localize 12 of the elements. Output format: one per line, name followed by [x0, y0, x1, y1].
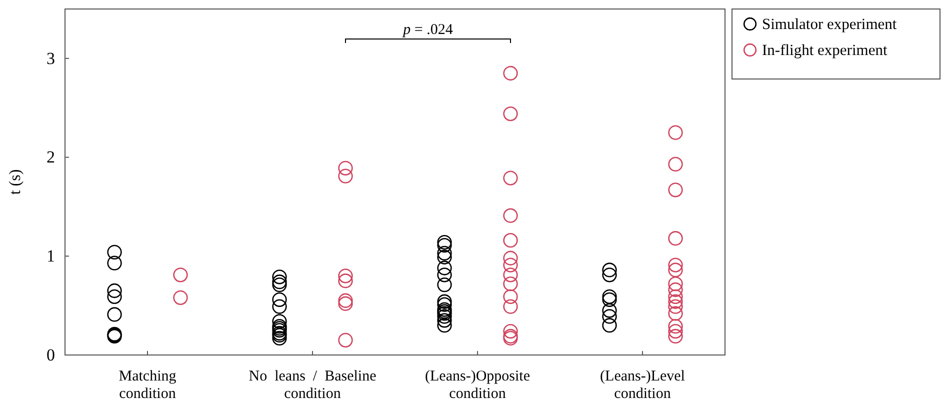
- legend-label: Simulator experiment: [762, 16, 898, 33]
- y-tick-label: 1: [46, 246, 55, 266]
- y-tick-label: 0: [46, 345, 55, 364]
- legend-label: In-flight experiment: [762, 42, 888, 59]
- annotation: p = .024: [402, 22, 454, 38]
- x-tick-label: (Leans-)Opposite condition: [425, 368, 530, 402]
- y-axis-title: t (s): [7, 169, 24, 195]
- y-tick-label: 3: [46, 48, 55, 68]
- x-tick-label: No leans / Baseline condition: [248, 368, 377, 402]
- x-tick-label: Matching condition: [118, 368, 177, 402]
- y-tick-label: 2: [46, 148, 55, 167]
- x-tick-label: (Leans-)Level condition: [600, 368, 685, 402]
